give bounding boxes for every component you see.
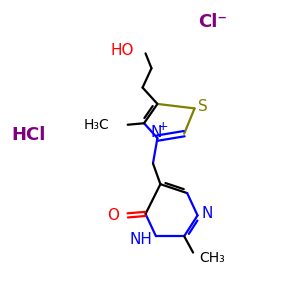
Text: S: S xyxy=(198,99,207,114)
Text: CH₃: CH₃ xyxy=(199,251,225,266)
Text: H₃C: H₃C xyxy=(84,118,110,132)
Text: +: + xyxy=(158,120,169,133)
Text: N: N xyxy=(150,125,162,140)
Text: Cl⁻: Cl⁻ xyxy=(198,13,227,31)
Text: HO: HO xyxy=(110,43,134,58)
Text: HCl: HCl xyxy=(11,126,45,144)
Text: NH: NH xyxy=(130,232,152,247)
Text: O: O xyxy=(107,208,119,223)
Text: N: N xyxy=(201,206,212,221)
